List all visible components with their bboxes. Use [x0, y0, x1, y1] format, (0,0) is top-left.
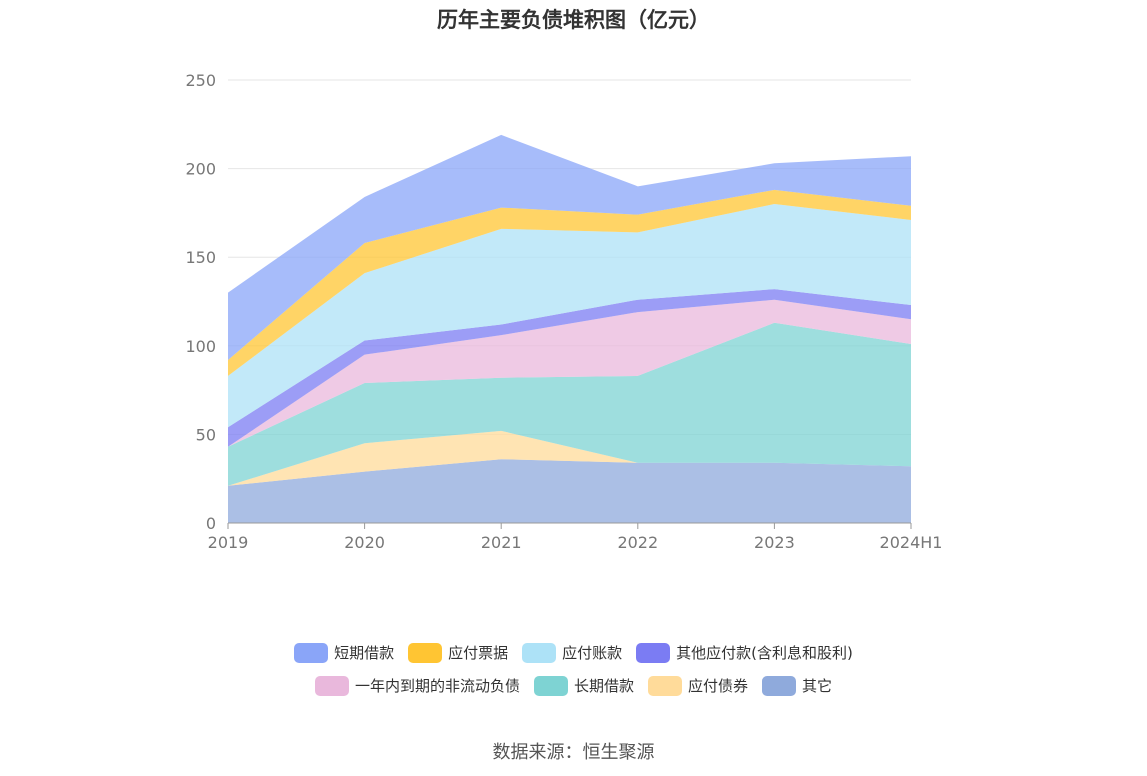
legend-item[interactable]: 其他应付款(含利息和股利) — [636, 642, 853, 663]
area-应付票据[interactable] — [228, 189, 911, 376]
legend-item[interactable]: 一年内到期的非流动负债 — [314, 675, 520, 696]
stacked-area-chart: 0 50 100 150 200 250 2019 2020 2021 2022 2023 2024… — [185, 71, 943, 552]
y-tick-label: 100 — [185, 337, 216, 356]
y-tick-label: 150 — [185, 248, 216, 267]
legend-label: 其它 — [802, 677, 833, 695]
y-tick-label: 50 — [196, 425, 216, 444]
y-tick-label: 0 — [206, 514, 216, 533]
legend-row: 短期借款 应付票据 应付账款 其他应付款(含利息和股利) — [0, 636, 1147, 669]
area-短期借款[interactable] — [228, 134, 911, 360]
x-tick-label: 2021 — [481, 533, 522, 552]
legend-label: 一年内到期的非流动负债 — [354, 677, 520, 695]
area-其他应付款(含利息和股利)[interactable] — [228, 289, 911, 447]
legend-swatch — [408, 642, 443, 663]
legend-label: 应付票据 — [448, 644, 509, 662]
area-应付债券[interactable] — [228, 430, 911, 486]
legend-item[interactable]: 短期借款 — [294, 642, 394, 663]
legend-item[interactable]: 应付债券 — [648, 675, 748, 696]
x-tick-labels: 2019 2020 2021 2022 2023 2024H1 — [208, 533, 943, 552]
legend-item[interactable]: 长期借款 — [533, 675, 634, 696]
x-tick-label: 2019 — [208, 533, 249, 552]
legend-label: 应付账款 — [562, 644, 623, 662]
area-一年内到期的非流动负债[interactable] — [228, 299, 911, 447]
x-tick-label: 2024H1 — [880, 533, 943, 552]
legend-swatch — [294, 642, 329, 663]
legend-row: 一年内到期的非流动负债 长期借款 应付债券 其它 — [0, 669, 1147, 702]
x-tick-label: 2020 — [344, 533, 385, 552]
legend-item[interactable]: 其它 — [762, 675, 832, 696]
legend-swatch — [762, 675, 797, 696]
legend-swatch — [533, 675, 568, 696]
legend-label: 长期借款 — [573, 677, 634, 695]
legend-swatch — [522, 642, 557, 663]
y-tick-labels: 0 50 100 150 200 250 — [185, 71, 216, 533]
axes — [227, 522, 912, 529]
area-series — [228, 134, 911, 523]
x-tick-label: 2023 — [754, 533, 795, 552]
x-tick-label: 2022 — [617, 533, 658, 552]
y-tick-label: 200 — [185, 160, 216, 179]
area-应付账款[interactable] — [228, 204, 911, 428]
legend-label: 其他应付款(含利息和股利) — [676, 644, 853, 662]
area-长期借款[interactable] — [228, 322, 911, 486]
legend-item[interactable]: 应付票据 — [408, 642, 508, 663]
source-note: 数据来源：恒生聚源 — [492, 742, 655, 763]
legend: 短期借款 应付票据 应付账款 其他应付款(含利息和股利) 一年内到期的非流动负债 长期借… — [0, 636, 1147, 702]
legend-label: 应付债券 — [688, 677, 749, 695]
y-tick-label: 250 — [185, 71, 216, 90]
legend-label: 短期借款 — [334, 644, 395, 662]
chart-title: 历年主要负债堆积图（亿元） — [437, 8, 710, 32]
area-其它[interactable] — [228, 459, 911, 523]
legend-swatch — [636, 642, 671, 663]
legend-swatch — [314, 675, 349, 696]
legend-item[interactable]: 应付账款 — [522, 642, 622, 663]
legend-swatch — [648, 675, 682, 696]
